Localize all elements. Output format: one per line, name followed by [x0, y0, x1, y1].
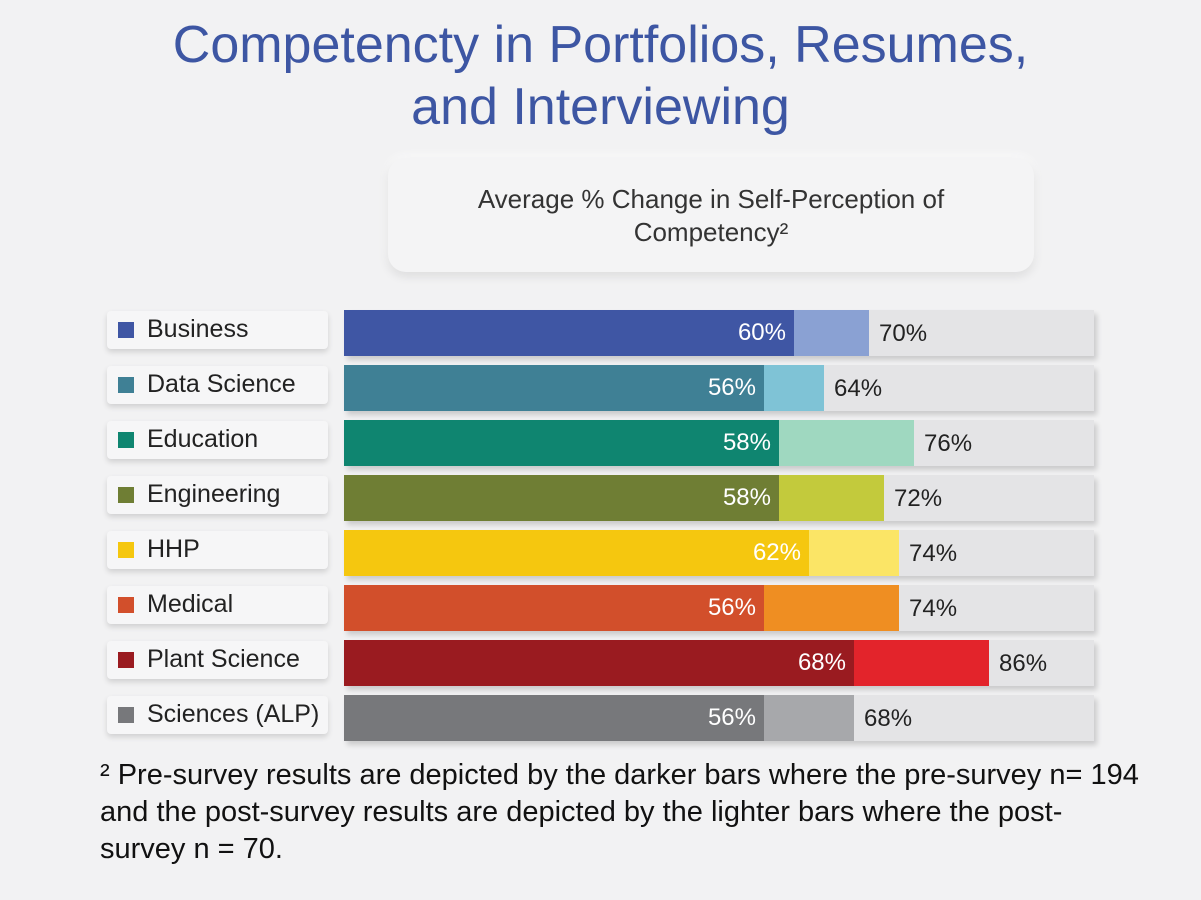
post-survey-value-label: 68%	[864, 705, 913, 732]
post-survey-value-label: 86%	[999, 650, 1048, 677]
legend-swatch	[118, 652, 134, 668]
chart-row: Engineering 58% 72%	[0, 475, 1201, 522]
post-survey-value-label: 70%	[879, 320, 928, 347]
pre-survey-value-label: 56%	[707, 704, 756, 731]
category-label: Plant Science	[147, 645, 300, 673]
legend-swatch	[118, 432, 134, 448]
pre-survey-value-label: 58%	[722, 484, 771, 511]
legend-swatch	[118, 487, 134, 503]
category-label: Data Science	[147, 370, 296, 398]
footnote: ² Pre-survey results are depicted by the…	[100, 759, 1139, 865]
chart-subtitle: Average % Change in Self-Perception of C…	[477, 184, 945, 247]
category-label-box: Plant Science	[107, 641, 328, 679]
chart-row: Sciences (ALP) 56% 68%	[0, 695, 1201, 742]
category-label: Engineering	[147, 480, 281, 508]
chart-title: Competencty in Portfolios, Resumes, and …	[0, 14, 1201, 138]
post-survey-value-label: 74%	[909, 595, 958, 622]
bar-track: 56% 64%	[344, 365, 1094, 411]
post-survey-value-label: 76%	[924, 430, 973, 457]
chart-title-line-2: and Interviewing	[411, 78, 790, 136]
pre-survey-bar	[344, 420, 779, 466]
chart-row: Education 58% 76%	[0, 420, 1201, 467]
category-label-box: Sciences (ALP)	[107, 696, 328, 734]
bar-track: 62% 74%	[344, 530, 1094, 576]
pre-survey-bar	[344, 640, 854, 686]
category-label: Medical	[147, 590, 234, 618]
legend-swatch	[118, 322, 134, 338]
category-label: HHP	[147, 535, 200, 563]
pre-survey-value-label: 56%	[707, 374, 756, 401]
pre-survey-bar	[344, 530, 809, 576]
chart-row: Business 60% 70%	[0, 310, 1201, 357]
category-label-box: Medical	[107, 586, 328, 624]
pre-survey-bar	[344, 310, 794, 356]
category-label: Education	[147, 425, 259, 453]
bar-track: 68% 86%	[344, 640, 1094, 686]
post-survey-value-label: 74%	[909, 540, 958, 567]
legend-swatch	[118, 597, 134, 613]
chart-subtitle-box: Average % Change in Self-Perception of C…	[388, 158, 1034, 272]
bar-track: 58% 72%	[344, 475, 1094, 521]
chart-row: Plant Science 68% 86%	[0, 640, 1201, 687]
bar-track: 56% 68%	[344, 695, 1094, 741]
pre-survey-value-label: 58%	[722, 429, 771, 456]
chart-row: Medical 56% 74%	[0, 585, 1201, 632]
category-label: Business	[147, 315, 249, 343]
post-survey-value-label: 64%	[834, 375, 883, 402]
pre-survey-value-label: 60%	[737, 319, 786, 346]
category-label-box: Engineering	[107, 476, 328, 514]
pre-survey-bar	[344, 365, 764, 411]
bar-track: 60% 70%	[344, 310, 1094, 356]
category-label-box: Business	[107, 311, 328, 349]
chart-title-line-1: Competencty in Portfolios, Resumes,	[172, 16, 1029, 74]
bar-track: 58% 76%	[344, 420, 1094, 466]
pre-survey-bar	[344, 695, 764, 741]
category-label-box: Data Science	[107, 366, 328, 404]
category-label-box: HHP	[107, 531, 328, 569]
legend-swatch	[118, 542, 134, 558]
pre-survey-value-label: 68%	[797, 649, 846, 676]
category-label: Sciences (ALP)	[147, 700, 320, 728]
category-label-box: Education	[107, 421, 328, 459]
bar-track: 56% 74%	[344, 585, 1094, 631]
pre-survey-value-label: 62%	[752, 539, 801, 566]
pre-survey-bar	[344, 475, 779, 521]
pre-survey-bar	[344, 585, 764, 631]
chart-row: Data Science 56% 64%	[0, 365, 1201, 412]
post-survey-value-label: 72%	[894, 485, 943, 512]
legend-swatch	[118, 377, 134, 393]
legend-swatch	[118, 707, 134, 723]
chart-row: HHP 62% 74%	[0, 530, 1201, 577]
pre-survey-value-label: 56%	[707, 594, 756, 621]
